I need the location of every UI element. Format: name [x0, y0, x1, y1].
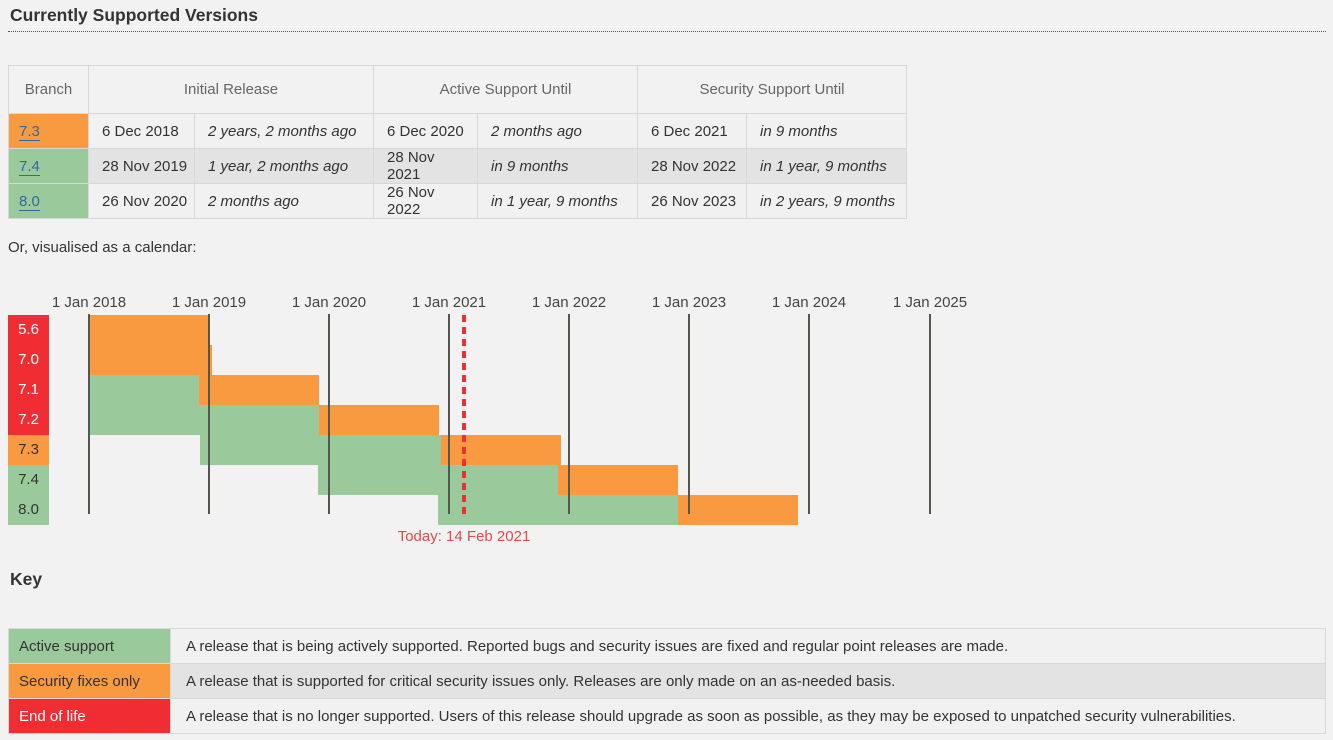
year-gridline: [448, 314, 450, 514]
support-bar-security: [319, 405, 439, 435]
initial-date-cell: 6 Dec 2018: [88, 113, 195, 149]
security-relative-cell: in 2 years, 9 months: [746, 183, 907, 219]
version-table-row: 8.0 26 Nov 2020 2 months ago 26 Nov 2022 in …: [8, 183, 907, 219]
key-description-cell: A release that is supported for critical…: [170, 663, 1326, 699]
version-row-label: 7.3: [8, 435, 49, 465]
initial-relative-cell: 2 years, 2 months ago: [194, 113, 374, 149]
today-line: [462, 315, 466, 515]
key-label-cell: Active support: [8, 628, 171, 664]
active-relative-cell: 2 months ago: [477, 113, 638, 149]
support-bar-active: [89, 405, 319, 435]
version-row-label: 7.4: [8, 465, 49, 495]
year-gridline: [88, 314, 90, 514]
header-initial-release: Initial Release: [88, 65, 374, 114]
today-label: Today: 14 Feb 2021: [397, 528, 531, 545]
version-table-row: 7.4 28 Nov 2019 1 year, 2 months ago 28 Nov…: [8, 148, 907, 184]
branch-cell: 7.3: [8, 113, 89, 149]
support-bar-active: [89, 375, 199, 405]
security-date-cell: 26 Nov 2023: [637, 183, 747, 219]
security-date-cell: 6 Dec 2021: [637, 113, 747, 149]
axis-tick-label: 1 Jan 2021: [411, 294, 487, 311]
active-date-cell: 26 Nov 2022: [373, 183, 478, 219]
initial-relative-cell: 2 months ago: [194, 183, 374, 219]
axis-tick-label: 1 Jan 2024: [771, 294, 847, 311]
support-bar-security: [678, 495, 798, 525]
header-branch: Branch: [8, 65, 89, 114]
security-relative-cell: in 1 year, 9 months: [746, 148, 907, 184]
initial-relative-cell: 1 year, 2 months ago: [194, 148, 374, 184]
year-gridline: [929, 314, 931, 514]
key-description-cell: A release that is no longer supported. U…: [170, 698, 1326, 734]
version-table-row: 7.3 6 Dec 2018 2 years, 2 months ago 6 Dec …: [8, 113, 907, 149]
axis-tick-label: 1 Jan 2020: [291, 294, 367, 311]
key-label-cell: Security fixes only: [8, 663, 171, 699]
active-date-cell: 28 Nov 2021: [373, 148, 478, 184]
version-row-label: 7.1: [8, 375, 49, 405]
title-divider: [8, 31, 1326, 32]
key-row: Active support A release that is being ac…: [8, 628, 1326, 664]
support-bar-active: [318, 465, 558, 495]
key-table: Active support A release that is being ac…: [8, 628, 1326, 734]
supported-versions-table: Branch Initial Release Active Support Un…: [8, 65, 907, 219]
support-bar-security: [558, 465, 678, 495]
active-date-cell: 6 Dec 2020: [373, 113, 478, 149]
support-calendar-chart: 5.6 7.0 7.1 7.2 7.3 7.4 8.0 1 Jan 2018 1 Jan 201…: [0, 290, 1333, 552]
support-bar-security: [199, 375, 319, 405]
version-row-label: 7.2: [8, 405, 49, 435]
year-gridline: [568, 314, 570, 514]
calendar-intro-text: Or, visualised as a calendar:: [8, 239, 197, 256]
branch-cell: 8.0: [8, 183, 89, 219]
initial-date-cell: 26 Nov 2020: [88, 183, 195, 219]
page-title: Currently Supported Versions: [10, 5, 258, 25]
active-relative-cell: in 9 months: [477, 148, 638, 184]
branch-link[interactable]: 8.0: [19, 192, 40, 211]
key-row: Security fixes only A release that is sup…: [8, 663, 1326, 699]
key-row: End of life A release that is no longer s…: [8, 698, 1326, 734]
initial-date-cell: 28 Nov 2019: [88, 148, 195, 184]
active-relative-cell: in 1 year, 9 months: [477, 183, 638, 219]
year-gridline: [688, 314, 690, 514]
axis-tick-label: 1 Jan 2023: [651, 294, 727, 311]
support-bar-security: [89, 315, 209, 345]
version-row-label: 8.0: [8, 495, 49, 525]
branch-link[interactable]: 7.4: [19, 157, 40, 176]
support-bar-active: [200, 435, 441, 465]
key-heading: Key: [10, 569, 43, 589]
year-gridline: [328, 314, 330, 514]
header-active-support-until: Active Support Until: [373, 65, 638, 114]
security-date-cell: 28 Nov 2022: [637, 148, 747, 184]
year-gridline: [208, 314, 210, 514]
branch-link[interactable]: 7.3: [19, 122, 40, 141]
version-row-label: 7.0: [8, 345, 49, 375]
axis-tick-label: 1 Jan 2019: [171, 294, 247, 311]
axis-tick-label: 1 Jan 2022: [531, 294, 607, 311]
year-gridline: [808, 314, 810, 514]
security-relative-cell: in 9 months: [746, 113, 907, 149]
key-label-cell: End of life: [8, 698, 171, 734]
support-bar-active: [438, 495, 678, 525]
key-description-cell: A release that is being actively support…: [170, 628, 1326, 664]
axis-tick-label: 1 Jan 2025: [892, 294, 968, 311]
version-row-label: 5.6: [8, 315, 49, 345]
table-header-row: Branch Initial Release Active Support Un…: [8, 65, 907, 114]
branch-cell: 7.4: [8, 148, 89, 184]
axis-tick-label: 1 Jan 2018: [51, 294, 127, 311]
support-bar-security: [441, 435, 561, 465]
header-security-support-until: Security Support Until: [637, 65, 907, 114]
support-bar-security: [89, 345, 212, 375]
